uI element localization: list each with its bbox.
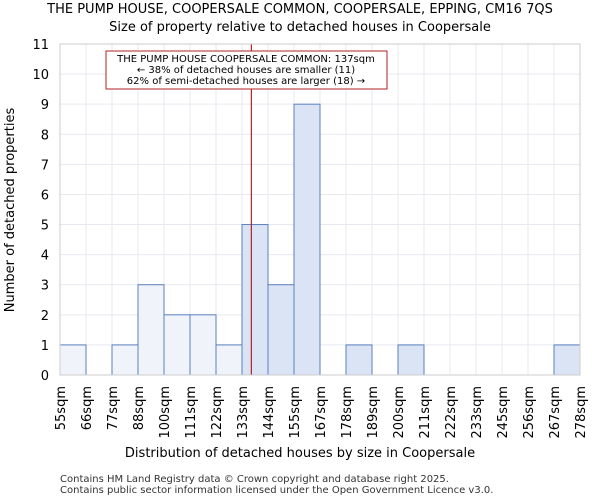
x-tick-label: 77sqm [106, 386, 121, 430]
y-tick-label: 1 [41, 339, 49, 354]
x-axis-ticks: 55sqm 66sqm 77sqm 88sqm 100sqm 111sqm 122sqm 13… [54, 386, 589, 439]
x-tick-label: 55sqm [54, 386, 69, 430]
bar [345, 344, 373, 376]
annotation-line-1: THE PUMP HOUSE COOPERSALE COMMON: 137sqm [116, 54, 375, 65]
x-tick-label: 245sqm [496, 386, 511, 439]
bar [163, 314, 191, 376]
x-tick-label: 256sqm [522, 386, 537, 439]
x-tick-label: 155sqm [288, 386, 303, 439]
annotation-frame [105, 50, 388, 90]
x-tick-label: 167sqm [314, 386, 329, 439]
x-tick-label: 233sqm [470, 386, 485, 439]
y-tick-label: 4 [41, 249, 49, 264]
annotation-box: THE PUMP HOUSE COOPERSALE COMMON: 137sqm… [105, 50, 388, 90]
x-tick-label: 122sqm [210, 386, 225, 439]
bar [241, 224, 269, 376]
bar [267, 284, 295, 376]
x-tick-label: 267sqm [548, 386, 563, 439]
y-tick-label: 3 [41, 279, 49, 294]
x-tick-label: 133sqm [236, 386, 251, 439]
x-tick-label: 88sqm [132, 386, 147, 430]
x-axis-label: Distribution of detached houses by size … [125, 446, 475, 461]
y-tick-label: 9 [41, 98, 49, 113]
y-tick-label: 2 [41, 309, 49, 324]
y-axis-label: Number of detached properties [3, 108, 18, 313]
bar [293, 103, 321, 376]
bar [553, 344, 581, 376]
annotation-line-2: ← 38% of detached houses are smaller (11… [137, 65, 355, 76]
y-tick-label: 11 [32, 38, 49, 53]
bar [137, 284, 165, 376]
y-tick-label: 6 [41, 188, 49, 203]
annotation-line-3: 62% of semi-detached houses are larger (… [127, 76, 365, 87]
chart-subtitle: Size of property relative to detached ho… [109, 20, 491, 35]
y-tick-label: 7 [41, 158, 49, 173]
y-tick-label: 8 [41, 128, 49, 143]
x-tick-label: 222sqm [444, 386, 459, 439]
x-tick-label: 100sqm [158, 386, 173, 439]
bars [59, 103, 581, 376]
bar [59, 344, 87, 376]
x-tick-label: 66sqm [80, 386, 95, 430]
bar [397, 344, 425, 376]
y-tick-label: 5 [41, 219, 49, 234]
x-tick-label: 144sqm [262, 386, 277, 439]
x-tick-label: 211sqm [418, 386, 433, 439]
x-tick-label: 278sqm [574, 386, 589, 439]
bar [215, 344, 243, 376]
plot-area [59, 43, 581, 376]
x-tick-label: 189sqm [366, 386, 381, 439]
x-tick-label: 111sqm [184, 386, 199, 439]
bar [189, 314, 217, 376]
y-axis-ticks: 0 1 2 3 4 5 6 7 8 9 10 11 [32, 38, 49, 384]
bar [111, 344, 139, 376]
footer-credit-2: Contains public sector information licen… [60, 485, 493, 496]
x-tick-label: 200sqm [392, 386, 407, 439]
y-tick-label: 10 [32, 68, 49, 83]
y-tick-label: 0 [41, 369, 49, 384]
footer-credit-1: Contains HM Land Registry data © Crown c… [60, 474, 449, 485]
x-tick-label: 178sqm [340, 386, 355, 439]
chart-title: THE PUMP HOUSE, COOPERSALE COMMON, COOPE… [46, 2, 553, 17]
